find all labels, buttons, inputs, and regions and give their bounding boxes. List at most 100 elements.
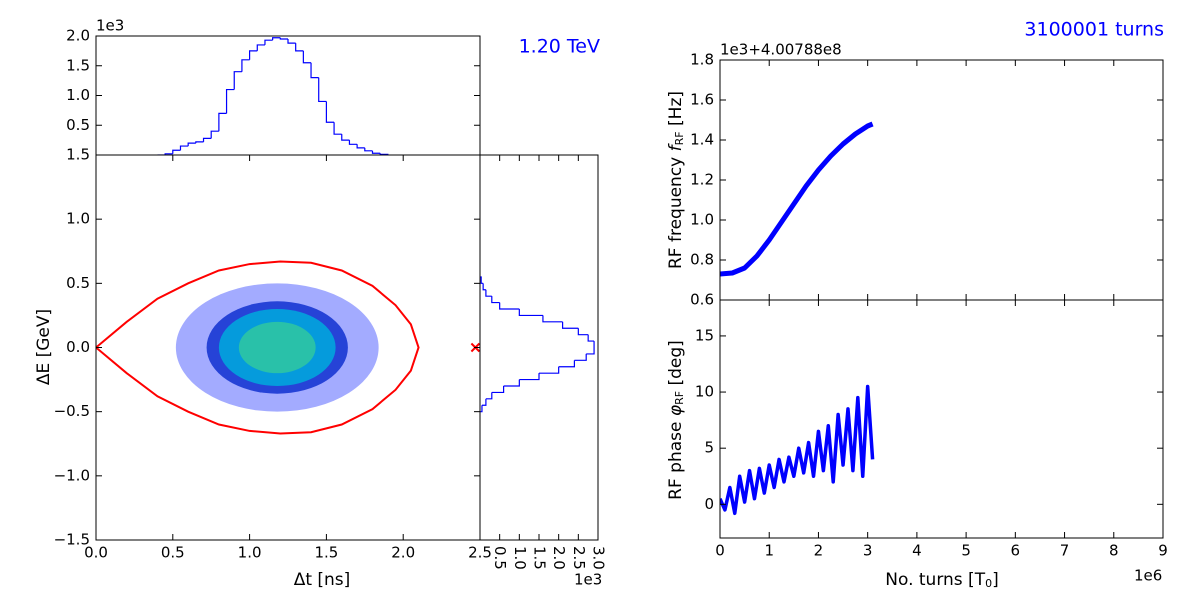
histogram-step [225,88,235,114]
y-tick-label: 15 [695,326,714,344]
label-text: RF phase [666,422,686,500]
histogram-step [256,44,265,51]
offset-label: 1e3 [96,17,124,35]
label-subscript: RF [673,131,686,145]
y-tick-label: 1.5 [66,146,90,164]
label-subscript: RF [673,391,686,405]
histogram-step [279,37,288,40]
histogram-step [485,289,492,297]
axes-frame [479,154,599,541]
energy-annotation: 1.20 TeV [519,36,600,58]
histogram-step [318,77,327,103]
histogram-step [356,144,365,149]
histogram-step [310,62,319,79]
x-tick-label: 2 [814,542,824,560]
histogram-step [333,122,342,135]
y-axis-label: RF phase φRF [deg] [666,340,690,500]
y-tick-label: 2.0 [66,27,90,45]
y-tick-label: 1.6 [690,91,714,109]
label-text: RF frequency [666,157,686,269]
separatrix [96,260,420,435]
histogram-step [481,398,487,406]
histogram-step [519,373,540,381]
y-tick-label: 1.4 [690,131,714,149]
histogram-step [499,302,520,310]
histogram-step [348,140,358,145]
x-tick-label: 9 [1158,542,1168,560]
histogram-step [249,50,258,60]
x-axis-label: No. turns [T0] [885,570,998,590]
label-symbol: φ [666,404,686,416]
x-tick-label: 0.5 [491,546,509,570]
plot-area [157,37,389,155]
axes-frame [719,59,1164,301]
histogram-step [364,147,373,152]
x-tick-label: 7 [1060,542,1070,560]
y-tick-label: 1.0 [66,210,90,228]
y-tick-label: 0.0 [66,338,90,356]
turns-title: 3100001 turns [1024,19,1164,41]
histogram-step [202,137,212,142]
histogram-step [187,142,196,147]
histogram-step [518,309,543,317]
x-tick-label: 1.0 [511,546,529,570]
y-tick-label: −1.5 [54,531,90,549]
axes-frame [719,299,1164,539]
histogram-step [195,141,204,144]
plot-area [480,276,595,413]
histogram-step [264,39,273,45]
plot-area [96,260,420,435]
histogram-step [586,347,595,355]
y-tick-label: 0.5 [66,116,90,134]
histogram-step [218,112,227,132]
x-tick-label: 1.5 [314,544,338,562]
x-tick-label: 0.5 [161,544,185,562]
histogram-step [542,315,563,323]
histogram-step [302,50,312,64]
histogram-step [491,386,505,394]
density-region [238,321,316,374]
histogram-step [325,101,335,123]
y-tick-label: 1.2 [690,171,714,189]
plot-area [720,384,875,516]
y-tick-label: 5 [704,439,714,457]
histogram-step [491,296,500,304]
x-tick-label: 5 [961,542,971,560]
histogram-step [172,149,181,154]
histogram-step [562,321,579,329]
y-tick-label: −0.5 [54,402,90,420]
y-tick-label: 0.5 [66,274,90,292]
x-tick-label: 4 [912,542,922,560]
histogram-step [480,276,484,284]
x-tick-label: 2.5 [468,544,492,562]
y-tick-label: 1.8 [690,51,714,69]
y-axis-label: ΔE [GeV] [34,309,54,385]
x-tick-label: 1.0 [238,544,262,562]
label-subscript: 0 [985,577,992,590]
offset-label: 1e3 [574,571,602,589]
histogram-step [371,150,381,154]
y-tick-label: 10 [695,383,714,401]
x-tick-label: 3 [863,542,873,560]
x-axis-label: Δt [ns] [294,570,351,590]
offset-label: 1e3+4.00788e8 [720,41,842,59]
x-tick-label: 0.0 [84,544,108,562]
label-unit: [deg] [666,340,686,385]
histogram-step [341,134,350,141]
histogram-step [577,328,589,336]
histogram-step [179,145,189,151]
histogram-step [587,334,595,342]
histogram-step [210,130,219,139]
x-tick-label: 1 [764,542,774,560]
label-unit: [Hz] [666,91,686,126]
y-tick-label: 1.5 [66,56,90,74]
x-tick-label: 0 [715,542,725,560]
y-tick-label: 1.0 [690,211,714,229]
y-axis-label: RF frequency fRF [Hz] [666,91,690,269]
x-tick-label: 2.0 [550,546,568,570]
line [720,384,875,516]
x-tick-label: 3.0 [590,546,608,570]
axes-frame [95,35,481,156]
y-tick-label: 1.0 [66,86,90,104]
y-tick-label: −1.0 [54,466,90,484]
